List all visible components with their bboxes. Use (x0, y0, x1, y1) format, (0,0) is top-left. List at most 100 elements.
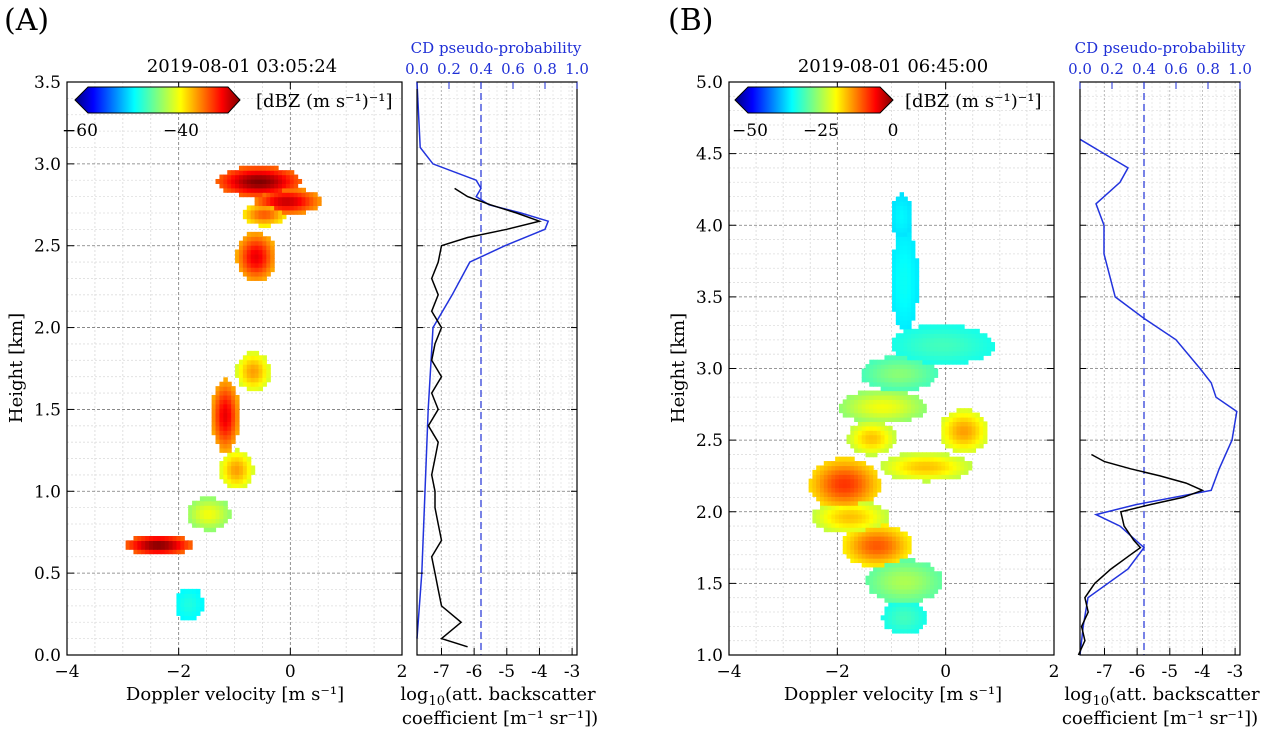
heatmap-cell (926, 580, 931, 586)
heatmap-cell (899, 544, 905, 550)
heatmap-cell (876, 509, 882, 515)
heatmap-cell (952, 430, 958, 436)
heatmap-cell (827, 496, 832, 502)
heatmap-cell (262, 364, 267, 370)
heatmap-cell (258, 174, 264, 180)
heatmap-cell (160, 540, 166, 546)
heatmap-cell (899, 249, 905, 255)
heatmap-cell (865, 580, 870, 586)
heatmap-cell (861, 549, 867, 555)
heatmap-cell (850, 535, 855, 541)
heatmap-cell (899, 386, 905, 392)
heatmap-cell (941, 430, 946, 436)
heatmap-cell (270, 192, 275, 198)
heatmap-cell (979, 416, 984, 422)
heatmap-cell (945, 443, 950, 449)
heatmap-cell (857, 403, 863, 409)
heatmap-cell (880, 584, 886, 590)
heatmap-cell (903, 311, 908, 317)
heatmap-cell (199, 500, 205, 506)
heatmap-cell (846, 403, 851, 409)
heatmap-cell (192, 518, 197, 524)
heatmap-cell (952, 474, 958, 480)
heatmap-cell (258, 218, 264, 224)
heatmap-cell (907, 293, 912, 299)
heatmap-cell (180, 535, 185, 541)
heatmap-cell (250, 364, 256, 370)
heatmap-cell (235, 403, 240, 409)
heatmap-cell (873, 381, 878, 387)
heatmap-cell (231, 456, 236, 462)
y-tick-label: 3.5 (696, 288, 723, 308)
heatmap-cell (289, 174, 295, 180)
heatmap-cell (854, 531, 859, 537)
heatmap-cell (865, 416, 870, 422)
heatmap-cell (926, 474, 931, 480)
heatmap-cell (838, 461, 844, 467)
heatmap-cell (884, 439, 889, 445)
heatmap-cell (242, 214, 248, 220)
heatmap-cell (857, 505, 863, 511)
heatmap-cell (231, 187, 236, 193)
heatmap-cell (892, 628, 897, 634)
heatmap-cell (164, 535, 170, 541)
heatmap-cell (262, 183, 267, 189)
heatmap-cell (293, 209, 299, 215)
heatmap-cell (964, 328, 969, 334)
heatmap-cell (188, 588, 193, 594)
heatmap-cell (309, 201, 314, 207)
heatmap-cell (242, 364, 248, 370)
heatmap-cell (895, 209, 901, 215)
heatmap-cell (223, 403, 228, 409)
heatmap-cell (888, 562, 893, 568)
heatmap-cell (956, 408, 961, 414)
panel-b-ylabel: Height [km] (668, 313, 689, 423)
x-tick-label: −2 (166, 662, 191, 682)
heatmap-cell (926, 333, 931, 339)
heatmap-cell (835, 522, 840, 528)
heatmap-cell (967, 439, 973, 445)
heatmap-cell (892, 439, 897, 445)
heatmap-cell (238, 192, 244, 198)
heatmap-cell (895, 602, 901, 608)
heatmap-cell (914, 355, 920, 361)
heatmap-cell (880, 571, 886, 577)
heatmap-cell (929, 368, 935, 374)
heatmap-cell (254, 253, 260, 259)
heatmap-cell (911, 333, 916, 339)
heatmap-cell (933, 465, 939, 471)
heatmap-cell (861, 425, 867, 431)
heatmap-cell (266, 218, 271, 224)
heatmap-cell (305, 205, 310, 211)
panel-a-top-axis-label: CD pseudo-probability (411, 39, 582, 57)
heatmap-cell (922, 346, 927, 352)
heatmap-cell (854, 465, 859, 471)
heatmap-cell (231, 170, 236, 176)
heatmap-cell (223, 465, 228, 471)
heatmap-cell (926, 452, 931, 458)
heatmap-cell (873, 439, 878, 445)
heatmap-cell (207, 500, 213, 506)
heatmap-cell (888, 527, 893, 533)
heatmap-cell (235, 368, 240, 374)
heatmap-cell (850, 496, 855, 502)
heatmap-cell (876, 584, 882, 590)
heatmap-cell (285, 192, 291, 198)
heatmap-cell (918, 606, 923, 612)
heatmap-cell (899, 355, 905, 361)
profile-top-tick-label: 0.4 (469, 60, 493, 78)
heatmap-cell (238, 187, 244, 193)
heatmap-cell (823, 500, 829, 506)
heatmap-cell (274, 196, 279, 202)
heatmap-cell (842, 408, 848, 414)
panel-b-xlabel: Doppler velocity [m s⁻¹] (784, 684, 1002, 705)
heatmap-cell (956, 359, 961, 365)
heatmap-cell (242, 377, 248, 383)
heatmap-cell (960, 328, 965, 334)
heatmap-cell (880, 549, 886, 555)
heatmap-cell (195, 597, 201, 603)
heatmap-cell (235, 430, 240, 436)
heatmap-cell (854, 416, 859, 422)
heatmap-cell (914, 342, 920, 348)
heatmap-cell (250, 231, 256, 237)
